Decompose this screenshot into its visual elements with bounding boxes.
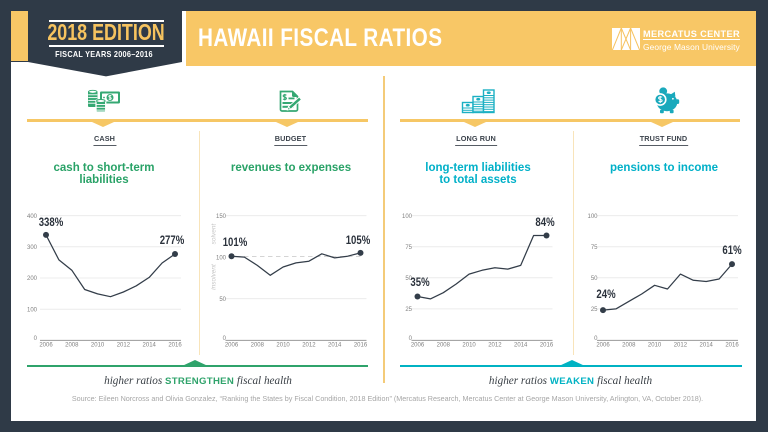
svg-text:2006: 2006 (596, 343, 610, 349)
svg-text:100: 100 (402, 214, 413, 220)
svg-text:solvent: solvent (211, 223, 218, 245)
svg-text:100: 100 (216, 255, 227, 261)
svg-text:2010: 2010 (648, 343, 662, 349)
svg-text:100: 100 (27, 307, 38, 313)
svg-text:2010: 2010 (276, 343, 290, 349)
svg-text:300: 300 (27, 245, 38, 251)
svg-text:2008: 2008 (65, 343, 79, 349)
svg-text:2012: 2012 (674, 343, 688, 349)
svg-text:100: 100 (587, 214, 598, 220)
svg-text:2016: 2016 (354, 343, 368, 349)
svg-text:2014: 2014 (328, 343, 342, 349)
svg-text:0: 0 (34, 336, 38, 342)
svg-text:400: 400 (27, 214, 38, 220)
svg-text:0: 0 (223, 336, 227, 342)
svg-text:2008: 2008 (622, 343, 636, 349)
svg-text:2008: 2008 (437, 343, 451, 349)
svg-text:0: 0 (594, 336, 598, 342)
svg-text:50: 50 (591, 276, 598, 282)
svg-text:2014: 2014 (143, 343, 157, 349)
svg-text:2010: 2010 (91, 343, 105, 349)
svg-text:2006: 2006 (411, 343, 425, 349)
svg-text:75: 75 (591, 245, 598, 251)
svg-text:2006: 2006 (39, 343, 53, 349)
svg-text:2014: 2014 (700, 343, 714, 349)
svg-text:2010: 2010 (462, 343, 476, 349)
svg-text:2016: 2016 (168, 343, 182, 349)
svg-text:2014: 2014 (514, 343, 528, 349)
svg-text:150: 150 (216, 214, 227, 220)
svg-text:2012: 2012 (302, 343, 316, 349)
svg-text:0: 0 (409, 336, 413, 342)
svg-text:2006: 2006 (225, 343, 239, 349)
svg-text:50: 50 (219, 297, 226, 303)
svg-text:25: 25 (405, 307, 412, 313)
svg-text:2016: 2016 (725, 343, 739, 349)
svg-text:2012: 2012 (488, 343, 502, 349)
svg-text:50: 50 (405, 276, 412, 282)
svg-text:2008: 2008 (251, 343, 265, 349)
svg-text:2012: 2012 (117, 343, 131, 349)
svg-text:insolvent: insolvent (211, 263, 218, 290)
svg-text:75: 75 (405, 245, 412, 251)
svg-text:2016: 2016 (540, 343, 554, 349)
svg-text:25: 25 (591, 307, 598, 313)
svg-text:200: 200 (27, 276, 38, 282)
